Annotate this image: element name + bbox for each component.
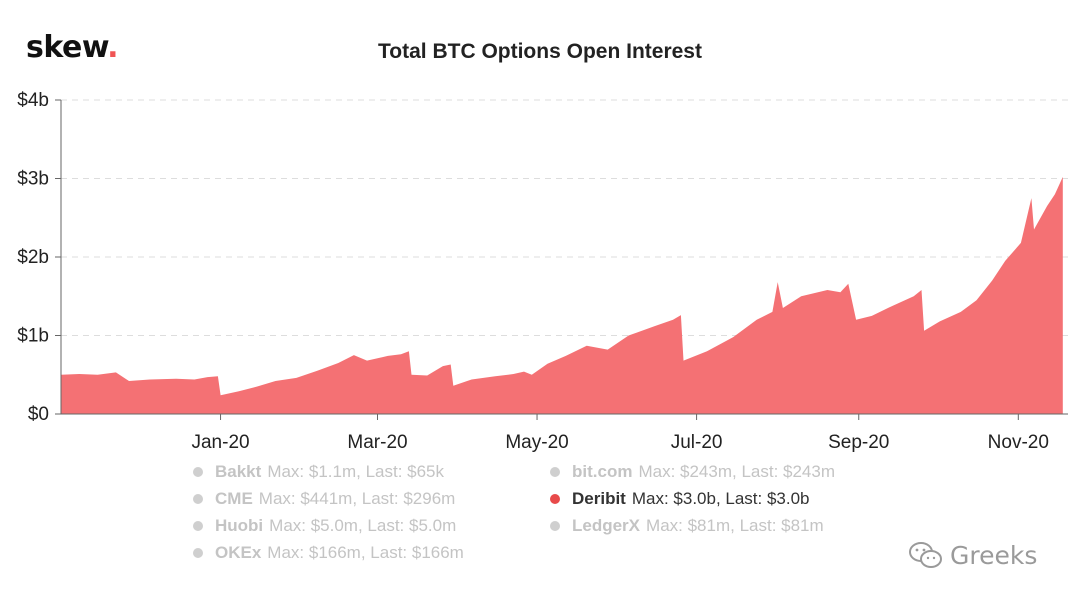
legend-marker (550, 521, 560, 531)
legend-detail: Max: $81m, Last: $81m (646, 516, 824, 535)
legend-item-huobi[interactable]: Huobi Max: $5.0m, Last: $5.0m (193, 516, 456, 536)
legend-item-okex[interactable]: OKEx Max: $166m, Last: $166m (193, 543, 464, 563)
x-tick-label: Mar-20 (347, 432, 407, 453)
legend-name: LedgerX (572, 516, 641, 535)
legend-item-deribit[interactable]: Deribit Max: $3.0b, Last: $3.0b (550, 489, 810, 509)
legend-detail: Max: $243m, Last: $243m (638, 462, 835, 481)
legend-marker (550, 467, 560, 477)
legend-marker (193, 467, 203, 477)
x-tick-label: May-20 (505, 432, 568, 453)
wechat-icon (909, 542, 942, 568)
legend-marker (193, 521, 203, 531)
chart-title: Total BTC Options Open Interest (378, 40, 702, 63)
legend-item-ledgerx[interactable]: LedgerX Max: $81m, Last: $81m (550, 516, 824, 536)
legend-name: OKEx (215, 543, 262, 562)
legend-item-bakkt[interactable]: Bakkt Max: $1.1m, Last: $65k (193, 462, 444, 482)
legend-marker (193, 494, 203, 504)
legend-detail: Max: $3.0b, Last: $3.0b (631, 489, 810, 508)
legend-name: CME (215, 489, 253, 508)
x-tick-label: Nov-20 (988, 432, 1049, 453)
legend-item-cme[interactable]: CME Max: $441m, Last: $296m (193, 489, 455, 509)
x-tick-label: Jul-20 (671, 432, 723, 453)
y-tick-label: $2b (17, 247, 49, 268)
legend-detail: Max: $166m, Last: $166m (267, 543, 464, 562)
legend-marker (550, 494, 560, 504)
brand-dot: . (107, 30, 119, 65)
y-tick-label: $4b (17, 90, 49, 111)
legend-name: Bakkt (215, 462, 262, 481)
legend-item-bit-com[interactable]: bit.com Max: $243m, Last: $243m (550, 462, 835, 482)
legend-detail: Max: $5.0m, Last: $5.0m (269, 516, 457, 535)
y-tick-label: $1b (17, 326, 49, 347)
skew-logo: skew. (26, 30, 119, 65)
brand-name: skew (26, 30, 108, 65)
watermark: Greeks (908, 540, 1037, 570)
legend-name: Huobi (215, 516, 264, 535)
series-area-deribit (61, 176, 1063, 414)
legend-detail: Max: $1.1m, Last: $65k (267, 462, 445, 481)
x-tick-label: Sep-20 (828, 432, 889, 453)
legend-detail: Max: $441m, Last: $296m (258, 489, 456, 508)
watermark-text: Greeks (950, 540, 1038, 570)
x-tick-label: Jan-20 (191, 432, 249, 453)
legend-name: bit.com (572, 462, 633, 481)
y-tick-label: $3b (17, 169, 49, 190)
legend-name: Deribit (572, 489, 626, 508)
y-tick-label: $0 (28, 404, 49, 425)
legend-marker (193, 548, 203, 558)
